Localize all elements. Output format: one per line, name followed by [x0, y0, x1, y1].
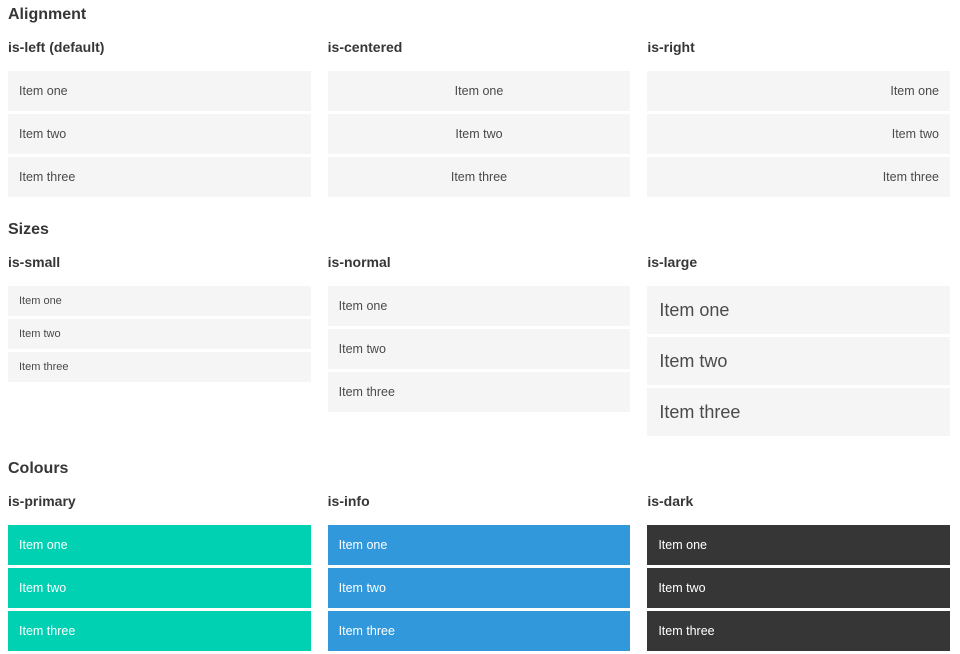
- group-title-is-dark: is-dark: [647, 493, 694, 509]
- item-list: Item one Item two Item three: [8, 525, 311, 651]
- item-list: Item one Item two Item three: [327, 525, 631, 651]
- group-is-right: is-right Item one Item two Item three: [647, 40, 950, 200]
- list-item: Item two: [327, 329, 631, 369]
- list-item: Item one: [8, 71, 311, 111]
- alignment-grid: is-left (default) Item one Item two Item…: [8, 40, 950, 200]
- section-title-colours: Colours: [8, 460, 69, 477]
- group-title-is-info: is-info: [327, 493, 370, 509]
- section-sizes: Sizes is-small Item one Item two Item th…: [8, 220, 950, 439]
- list-item: Item three: [8, 352, 311, 382]
- section-colours: Colours is-primary Item one Item two Ite…: [8, 459, 950, 654]
- group-is-dark: is-dark Item one Item two Item three: [647, 494, 950, 654]
- list-item: Item one: [8, 525, 311, 565]
- item-list: Item one Item two Item three: [327, 286, 631, 412]
- item-list: Item one Item two Item three: [647, 71, 950, 197]
- section-alignment: Alignment is-left (default) Item one Ite…: [8, 5, 950, 200]
- group-title-is-small: is-small: [8, 254, 61, 270]
- list-item: Item three: [8, 611, 311, 651]
- group-is-primary: is-primary Item one Item two Item three: [8, 494, 311, 654]
- group-title-is-left: is-left (default): [8, 39, 105, 55]
- item-list: Item one Item two Item three: [8, 286, 311, 382]
- list-item: Item three: [327, 372, 631, 412]
- list-item: Item three: [327, 157, 631, 197]
- group-is-normal: is-normal Item one Item two Item three: [327, 254, 631, 439]
- section-title-sizes: Sizes: [8, 221, 49, 238]
- list-item: Item two: [327, 114, 631, 154]
- list-item: Item one: [327, 286, 631, 326]
- list-item: Item two: [647, 114, 950, 154]
- group-title-is-primary: is-primary: [8, 493, 76, 509]
- list-item: Item two: [8, 114, 311, 154]
- group-is-info: is-info Item one Item two Item three: [327, 493, 631, 654]
- group-is-left: is-left (default) Item one Item two Item…: [8, 40, 311, 200]
- group-title-is-normal: is-normal: [327, 254, 391, 270]
- list-item: Item one: [647, 71, 950, 111]
- list-item: Item one: [327, 525, 631, 565]
- list-item: Item two: [647, 568, 950, 608]
- item-list: Item one Item two Item three: [647, 525, 950, 651]
- list-item: Item two: [327, 568, 631, 608]
- section-title-alignment: Alignment: [8, 6, 87, 23]
- group-title-is-right: is-right: [647, 39, 695, 55]
- item-list: Item one Item two Item three: [327, 71, 631, 197]
- list-item: Item two: [8, 319, 311, 349]
- list-item: Item one: [647, 286, 950, 334]
- list-item: Item three: [8, 157, 311, 197]
- sizes-grid: is-small Item one Item two Item three is…: [8, 255, 950, 439]
- list-item: Item three: [647, 157, 950, 197]
- colours-grid: is-primary Item one Item two Item three …: [8, 494, 950, 654]
- group-title-is-centered: is-centered: [327, 39, 403, 55]
- group-is-large: is-large Item one Item two Item three: [647, 255, 950, 439]
- list-item: Item one: [647, 525, 950, 565]
- item-list: Item one Item two Item three: [647, 286, 950, 436]
- list-item: Item two: [647, 337, 950, 385]
- item-list: Item one Item two Item three: [8, 71, 311, 197]
- group-title-is-large: is-large: [647, 254, 698, 270]
- group-is-centered: is-centered Item one Item two Item three: [327, 39, 631, 200]
- list-item: Item two: [8, 568, 311, 608]
- list-item: Item three: [647, 388, 950, 436]
- list-item: Item three: [327, 611, 631, 651]
- list-item: Item one: [327, 71, 631, 111]
- list-item: Item three: [647, 611, 950, 651]
- list-item: Item one: [8, 286, 311, 316]
- group-is-small: is-small Item one Item two Item three: [8, 255, 311, 439]
